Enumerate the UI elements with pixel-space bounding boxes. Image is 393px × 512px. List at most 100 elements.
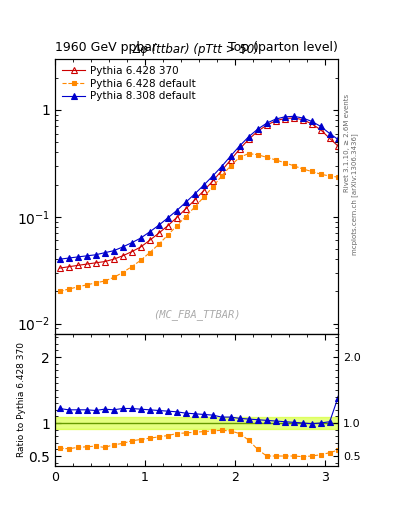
Pythia 6.428 default bbox=[246, 151, 251, 157]
Pythia 8.308 default bbox=[264, 120, 269, 126]
Pythia 6.428 default bbox=[183, 214, 188, 220]
Pythia 6.428 370 bbox=[129, 249, 134, 255]
Pythia 6.428 default bbox=[93, 280, 98, 286]
Pythia 8.308 default bbox=[138, 235, 143, 241]
Legend: Pythia 6.428 370, Pythia 6.428 default, Pythia 8.308 default: Pythia 6.428 370, Pythia 6.428 default, … bbox=[60, 64, 198, 103]
Pythia 6.428 default bbox=[291, 163, 296, 169]
Pythia 6.428 370 bbox=[120, 253, 125, 259]
Pythia 6.428 370 bbox=[147, 238, 152, 244]
Pythia 6.428 default bbox=[129, 264, 134, 270]
Pythia 6.428 370 bbox=[327, 135, 332, 141]
Pythia 8.308 default bbox=[255, 126, 260, 132]
Line: Pythia 6.428 370: Pythia 6.428 370 bbox=[57, 115, 341, 271]
Line: Pythia 6.428 default: Pythia 6.428 default bbox=[57, 152, 340, 293]
Pythia 8.308 default bbox=[246, 134, 251, 140]
Pythia 8.308 default bbox=[273, 116, 278, 122]
Pythia 6.428 default bbox=[84, 282, 89, 288]
Pythia 6.428 370 bbox=[255, 128, 260, 134]
Pythia 6.428 default bbox=[111, 274, 116, 281]
Pythia 6.428 default bbox=[336, 174, 340, 180]
Bar bbox=[55, 417, 338, 429]
Pythia 6.428 370 bbox=[93, 260, 98, 266]
Pythia 6.428 370 bbox=[237, 146, 242, 152]
Pythia 6.428 370 bbox=[246, 136, 251, 142]
Pythia 6.428 default bbox=[255, 152, 260, 158]
Pythia 6.428 default bbox=[309, 168, 314, 175]
Pythia 6.428 370 bbox=[210, 178, 215, 184]
Pythia 6.428 370 bbox=[156, 230, 161, 237]
Pythia 6.428 370 bbox=[138, 244, 143, 250]
Pythia 6.428 370 bbox=[309, 121, 314, 127]
Pythia 8.308 default bbox=[300, 115, 305, 121]
Pythia 8.308 default bbox=[291, 113, 296, 119]
Pythia 6.428 370 bbox=[201, 188, 206, 194]
Pythia 6.428 default bbox=[192, 204, 197, 210]
Pythia 6.428 default bbox=[282, 160, 287, 166]
Pythia 6.428 370 bbox=[219, 167, 224, 174]
Pythia 6.428 default bbox=[165, 232, 170, 239]
Pythia 6.428 default bbox=[147, 250, 152, 256]
Pythia 8.308 default bbox=[327, 131, 332, 137]
Pythia 6.428 370 bbox=[192, 197, 197, 203]
Text: 1960 GeV ppbar: 1960 GeV ppbar bbox=[55, 41, 157, 54]
Pythia 8.308 default bbox=[192, 191, 197, 197]
Pythia 6.428 default bbox=[273, 157, 278, 163]
Pythia 6.428 default bbox=[318, 171, 323, 177]
Text: Top (parton level): Top (parton level) bbox=[228, 41, 338, 54]
Pythia 6.428 default bbox=[75, 284, 80, 290]
Pythia 8.308 default bbox=[309, 118, 314, 124]
Pythia 6.428 default bbox=[174, 223, 179, 229]
Pythia 8.308 default bbox=[57, 256, 62, 262]
Pythia 6.428 370 bbox=[228, 157, 233, 163]
Pythia 6.428 370 bbox=[282, 115, 287, 121]
Pythia 8.308 default bbox=[156, 222, 161, 228]
Pythia 8.308 default bbox=[318, 123, 323, 130]
Pythia 6.428 default bbox=[156, 241, 161, 247]
Pythia 6.428 370 bbox=[102, 259, 107, 265]
Pythia 6.428 370 bbox=[174, 215, 179, 221]
Pythia 6.428 default bbox=[102, 278, 107, 284]
Pythia 6.428 default bbox=[327, 173, 332, 179]
Pythia 6.428 370 bbox=[57, 265, 62, 271]
Pythia 6.428 370 bbox=[273, 118, 278, 124]
Pythia 8.308 default bbox=[120, 244, 125, 250]
Text: (MC_FBA_TTBAR): (MC_FBA_TTBAR) bbox=[153, 309, 240, 320]
Text: Rivet 3.1.10, ≥ 2.6M events: Rivet 3.1.10, ≥ 2.6M events bbox=[344, 94, 350, 193]
Pythia 8.308 default bbox=[237, 143, 242, 149]
Text: mcplots.cern.ch [arXiv:1306.3436]: mcplots.cern.ch [arXiv:1306.3436] bbox=[351, 134, 358, 255]
Pythia 8.308 default bbox=[84, 253, 89, 259]
Pythia 6.428 370 bbox=[318, 127, 323, 133]
Pythia 8.308 default bbox=[219, 163, 224, 169]
Pythia 6.428 370 bbox=[300, 117, 305, 123]
Pythia 8.308 default bbox=[66, 255, 71, 261]
Pythia 8.308 default bbox=[210, 173, 215, 179]
Pythia 6.428 default bbox=[138, 258, 143, 264]
Pythia 8.308 default bbox=[129, 240, 134, 246]
Pythia 6.428 default bbox=[264, 154, 269, 160]
Pythia 6.428 370 bbox=[291, 115, 296, 121]
Pythia 8.308 default bbox=[93, 252, 98, 258]
Pythia 6.428 370 bbox=[111, 256, 116, 262]
Pythia 6.428 default bbox=[228, 163, 233, 169]
Pythia 8.308 default bbox=[102, 250, 107, 256]
Pythia 6.428 default bbox=[219, 173, 224, 179]
Pythia 6.428 370 bbox=[75, 262, 80, 268]
Pythia 6.428 370 bbox=[84, 261, 89, 267]
Pythia 8.308 default bbox=[165, 215, 170, 221]
Pythia 6.428 default bbox=[201, 194, 206, 200]
Pythia 8.308 default bbox=[282, 114, 287, 120]
Pythia 6.428 default bbox=[237, 154, 242, 160]
Pythia 6.428 default bbox=[57, 288, 62, 294]
Pythia 6.428 370 bbox=[165, 223, 170, 229]
Pythia 8.308 default bbox=[111, 248, 116, 254]
Pythia 6.428 default bbox=[66, 286, 71, 292]
Pythia 6.428 370 bbox=[66, 264, 71, 270]
Pythia 8.308 default bbox=[174, 207, 179, 214]
Pythia 8.308 default bbox=[336, 136, 340, 142]
Pythia 6.428 default bbox=[210, 184, 215, 190]
Pythia 6.428 370 bbox=[336, 143, 340, 149]
Pythia 6.428 default bbox=[300, 166, 305, 172]
Text: Δφ (ttbar) (pTtt > 50): Δφ (ttbar) (pTtt > 50) bbox=[133, 43, 260, 56]
Pythia 6.428 default bbox=[120, 269, 125, 275]
Pythia 8.308 default bbox=[183, 199, 188, 205]
